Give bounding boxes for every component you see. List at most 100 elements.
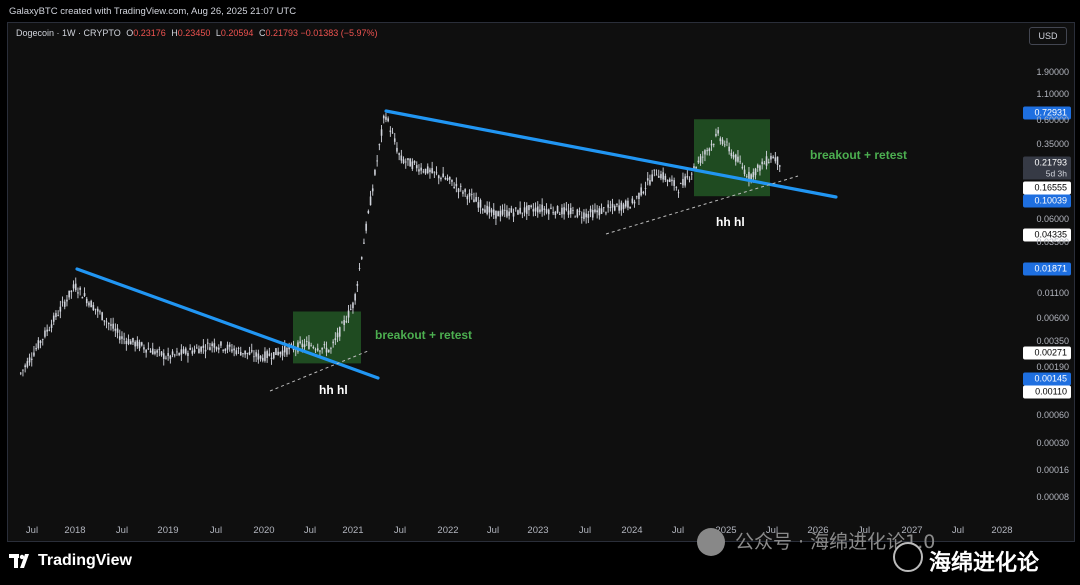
candle-body bbox=[103, 320, 106, 322]
currency-button[interactable]: USD bbox=[1029, 27, 1067, 45]
candle-body bbox=[24, 365, 26, 368]
candle-body bbox=[74, 283, 77, 291]
candle-body bbox=[57, 315, 59, 316]
price-axis[interactable]: USD 0.72931 0.21793 5d 3h 0.16555 0.1003… bbox=[1022, 23, 1074, 541]
candle-body bbox=[345, 321, 348, 323]
candle-body bbox=[356, 284, 359, 286]
candle-body bbox=[596, 210, 598, 213]
candle-body bbox=[501, 209, 504, 215]
candle-body bbox=[261, 357, 264, 361]
candle-body bbox=[92, 304, 95, 311]
candle-body bbox=[550, 207, 552, 209]
price-tick-label: 0.00030 bbox=[1036, 438, 1069, 448]
candle-body bbox=[774, 157, 777, 162]
candle-body bbox=[105, 321, 108, 323]
candle-body bbox=[187, 353, 189, 356]
candle-body bbox=[358, 268, 361, 269]
candle-body bbox=[325, 347, 328, 353]
candle-body bbox=[244, 350, 246, 355]
candle-body bbox=[376, 160, 378, 162]
tradingview-logo[interactable]: TradingView bbox=[9, 552, 132, 570]
candle-body bbox=[204, 349, 207, 352]
candle-body bbox=[699, 156, 702, 163]
candle-body bbox=[754, 168, 757, 176]
candle-body bbox=[176, 351, 178, 353]
candle-body bbox=[19, 372, 22, 374]
candle-body bbox=[532, 209, 535, 212]
time-tick-label: 2019 bbox=[157, 525, 179, 536]
chart-area[interactable]: Dogecoin · 1W · CRYPTO O0.23176 H0.23450… bbox=[7, 22, 1075, 542]
candle-body bbox=[303, 344, 306, 347]
candle-body bbox=[268, 353, 271, 356]
candle-body bbox=[503, 209, 506, 211]
candle-body bbox=[70, 290, 73, 293]
candle-body bbox=[275, 348, 277, 355]
candle-body bbox=[33, 352, 35, 356]
candle-body bbox=[655, 174, 658, 176]
candle-body bbox=[690, 173, 693, 175]
candle-body bbox=[600, 208, 603, 214]
candle-body bbox=[673, 180, 675, 186]
candle-body bbox=[167, 353, 169, 356]
low-value: 0.20594 bbox=[220, 28, 254, 38]
candle-body bbox=[622, 204, 625, 209]
symbol-legend: Dogecoin · 1W · CRYPTO O0.23176 H0.23450… bbox=[16, 28, 378, 38]
time-tick-label: 2024 bbox=[621, 525, 643, 536]
candle-body bbox=[347, 310, 350, 318]
candle-body bbox=[589, 208, 592, 213]
price-tick-label: 0.35000 bbox=[1036, 139, 1069, 149]
time-tick-label: 2027 bbox=[901, 525, 923, 536]
candle-body bbox=[283, 346, 286, 353]
candle-body bbox=[712, 144, 715, 145]
candle-body bbox=[81, 297, 84, 299]
candle-body bbox=[310, 345, 312, 347]
footer: TradingView 公众号 · 海绵进化论1.0 海绵进化论 bbox=[0, 528, 1080, 585]
candle-body bbox=[22, 369, 24, 371]
level-tag-b: 0.10039 bbox=[1023, 194, 1071, 208]
candle-body bbox=[402, 159, 405, 163]
candle-body bbox=[552, 212, 554, 214]
candle-body bbox=[653, 169, 656, 171]
candle-body bbox=[772, 156, 774, 159]
time-axis[interactable]: Jul 2018 Jul 2019 Jul 2020 Jul 2021 Jul 2022 Jul 20… bbox=[8, 521, 1022, 541]
trendline-right bbox=[384, 109, 838, 199]
candle-body bbox=[484, 209, 486, 213]
candle-body bbox=[264, 351, 266, 361]
candle-body bbox=[371, 188, 374, 192]
candle-body bbox=[343, 320, 345, 325]
account-avatar-icon bbox=[893, 542, 923, 572]
candle-body bbox=[640, 187, 642, 196]
candle-body bbox=[490, 209, 493, 213]
time-tick-label: Jul bbox=[765, 525, 779, 536]
candle-body bbox=[580, 216, 583, 218]
candle-body bbox=[521, 212, 524, 214]
price-tick-label: 0.01100 bbox=[1037, 288, 1069, 298]
candle-body bbox=[477, 202, 480, 208]
candle-body bbox=[697, 160, 700, 163]
candle-body bbox=[418, 169, 420, 172]
level-tag-a: 0.16555 bbox=[1023, 181, 1071, 195]
candle-body bbox=[585, 213, 587, 218]
candle-body bbox=[701, 156, 704, 158]
candle-body bbox=[319, 350, 321, 352]
price-chart[interactable] bbox=[8, 23, 1022, 521]
candle-body bbox=[565, 208, 568, 210]
time-tick-label: 2020 bbox=[253, 525, 275, 536]
candle-body bbox=[536, 206, 539, 213]
candle-body bbox=[481, 208, 484, 211]
candle-body bbox=[222, 350, 224, 351]
candle-body bbox=[759, 165, 761, 171]
candle-body bbox=[534, 207, 537, 212]
candle-body bbox=[365, 223, 367, 231]
candle-body bbox=[512, 212, 515, 217]
candle-body bbox=[246, 352, 249, 354]
tradingview-mark-icon bbox=[9, 554, 33, 568]
candle-body bbox=[488, 206, 491, 213]
candle-body bbox=[574, 216, 576, 218]
candle-body bbox=[444, 177, 447, 180]
candle-body bbox=[233, 348, 235, 351]
candle-body bbox=[411, 161, 414, 169]
candle-body bbox=[629, 206, 631, 209]
candle-body bbox=[506, 210, 508, 217]
candle-body bbox=[393, 138, 396, 142]
